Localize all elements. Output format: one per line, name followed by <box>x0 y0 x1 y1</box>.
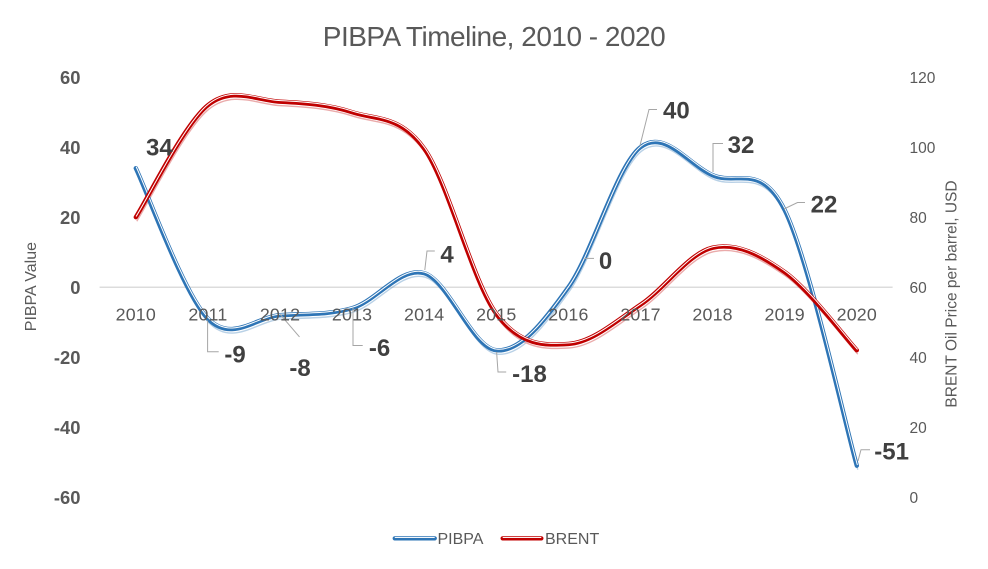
svg-text:4: 4 <box>440 241 454 268</box>
svg-text:60: 60 <box>60 67 80 88</box>
svg-text:60: 60 <box>910 280 928 297</box>
svg-text:2014: 2014 <box>404 305 444 325</box>
svg-text:BRENT Oil Price per barrel, US: BRENT Oil Price per barrel, USD <box>944 180 961 407</box>
svg-text:PIBPA Value: PIBPA Value <box>23 242 40 331</box>
svg-text:40: 40 <box>60 137 80 158</box>
svg-text:34: 34 <box>146 134 173 161</box>
svg-text:-20: -20 <box>54 347 81 368</box>
svg-text:BRENT: BRENT <box>545 531 599 548</box>
svg-text:0: 0 <box>599 248 612 275</box>
svg-text:22: 22 <box>811 191 838 218</box>
svg-text:40: 40 <box>663 98 690 125</box>
svg-text:100: 100 <box>910 140 936 157</box>
svg-text:2015: 2015 <box>476 305 516 325</box>
svg-text:2012: 2012 <box>260 305 300 325</box>
svg-text:2017: 2017 <box>620 305 660 325</box>
svg-text:-40: -40 <box>54 417 81 438</box>
svg-text:2013: 2013 <box>332 305 372 325</box>
svg-text:PIBPA Timeline, 2010 - 2020: PIBPA Timeline, 2010 - 2020 <box>323 21 665 52</box>
svg-text:2018: 2018 <box>692 305 732 325</box>
svg-text:0: 0 <box>910 490 919 507</box>
svg-text:-60: -60 <box>54 487 81 508</box>
svg-text:-51: -51 <box>874 439 909 466</box>
svg-text:2011: 2011 <box>188 305 227 325</box>
svg-text:120: 120 <box>910 70 936 87</box>
svg-text:-18: -18 <box>512 361 547 388</box>
svg-text:PIBPA: PIBPA <box>438 531 484 548</box>
svg-text:20: 20 <box>910 420 928 437</box>
svg-text:20: 20 <box>60 207 80 228</box>
svg-text:2010: 2010 <box>116 305 156 325</box>
svg-text:2019: 2019 <box>765 305 805 325</box>
svg-text:0: 0 <box>70 277 80 298</box>
svg-text:-9: -9 <box>224 342 245 369</box>
svg-text:80: 80 <box>910 210 928 227</box>
svg-text:-8: -8 <box>289 355 310 382</box>
svg-text:2020: 2020 <box>837 305 877 325</box>
svg-text:2016: 2016 <box>548 305 588 325</box>
svg-text:40: 40 <box>910 350 928 367</box>
svg-text:-6: -6 <box>369 335 390 362</box>
svg-text:32: 32 <box>728 132 755 159</box>
